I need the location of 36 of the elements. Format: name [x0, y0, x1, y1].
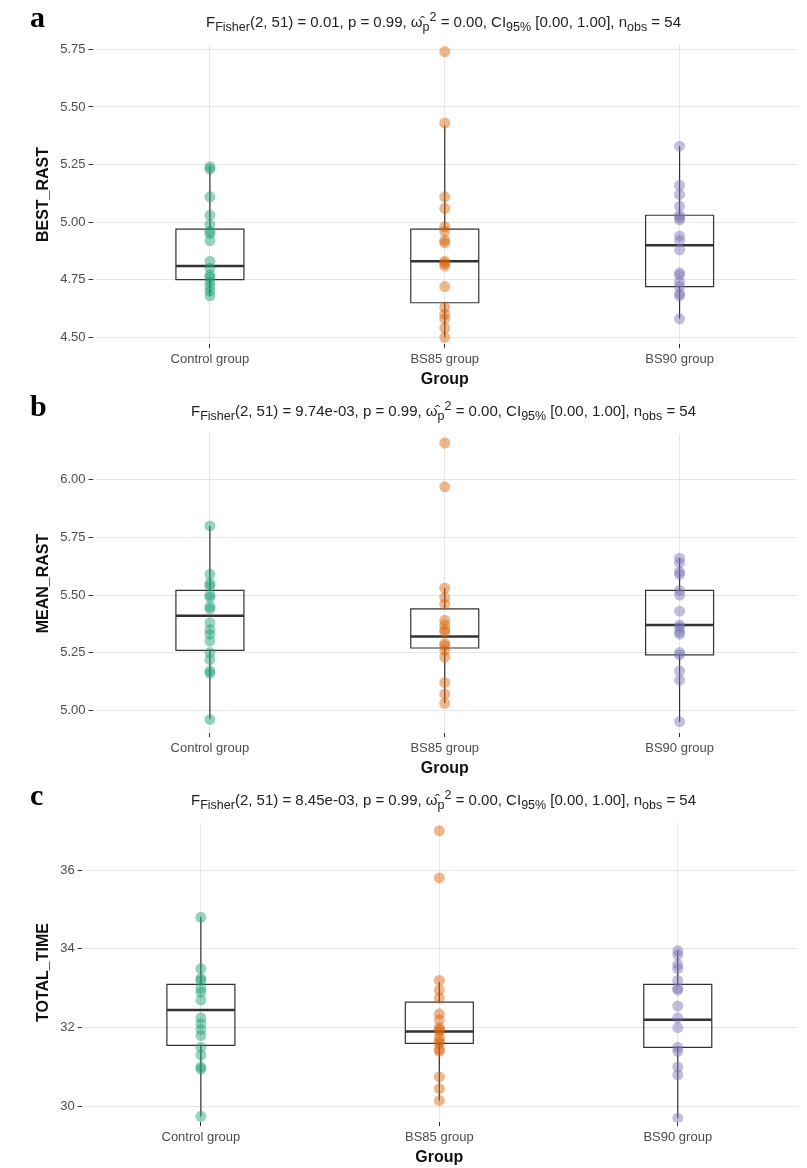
x-tick-label: BS85 group: [410, 739, 480, 755]
x-tick-label: BS85 group: [404, 1128, 474, 1144]
x-tick-label: Control group: [161, 1128, 241, 1144]
text: b: [30, 389, 47, 423]
y-tick-label: 4.75: [60, 271, 86, 287]
y-axis-title: MEAN_RAST: [34, 533, 52, 634]
x-tick-label: BS90 group: [643, 1128, 713, 1144]
y-tick-label: 6.00: [60, 471, 86, 487]
y-axis-title: TOTAL_TIME: [34, 922, 52, 1022]
x-tick-label: Control group: [170, 350, 250, 366]
x-axis-title: Group: [415, 1147, 464, 1165]
y-tick-label: 4.50: [60, 328, 86, 344]
x-axis-title: Group: [420, 369, 469, 387]
y-tick-label: 5.25: [60, 644, 86, 660]
y-tick-label: 5.25: [60, 156, 86, 172]
y-tick-label: 5.75: [60, 40, 86, 56]
y-tick-label: 5.75: [60, 529, 86, 545]
y-tick-label: 5.00: [60, 701, 86, 717]
chart-title: F$_{Fisher}$(2, 51) = 9.74e-03, p = 0.99, ω̂$_{p}$$^{2}$ = 0.00, CI$_{95%}$ [0.00, 1.00], n$_{obs}$ = 54: [191, 399, 696, 423]
y-tick-label: 5.50: [60, 586, 86, 602]
y-tick-label: 30: [60, 1098, 75, 1114]
x-tick-label: BS90 group: [645, 350, 714, 366]
y-tick-label: 34: [60, 940, 75, 956]
x-axis-title: Group: [420, 758, 469, 776]
y-tick-label: 5.00: [60, 213, 86, 229]
x-tick-label: BS90 group: [645, 739, 714, 755]
y-tick-label: 36: [60, 861, 75, 877]
y-tick-label: 5.50: [60, 98, 86, 114]
text: a: [30, 0, 45, 34]
y-tick-label: 32: [60, 1019, 75, 1035]
chart-title: F$_{Fisher}$(2, 51) = 8.45e-03, p = 0.99, ω̂$_{p}$$^{2}$ = 0.00, CI$_{95%}$ [0.00, 1.00], n$_{obs}$ = 54: [191, 788, 696, 812]
x-tick-label: BS85 group: [410, 350, 480, 366]
chart-title: F$_{Fisher}$(2, 51) = 0.01, p = 0.99, ω̂$_{p}$$^{2}$ = 0.00, CI$_{95%}$ [0.00, 1.00], n$_{obs}$ = 54: [206, 10, 681, 34]
y-axis-title: BEST_RAST: [34, 146, 52, 243]
x-tick-label: Control group: [170, 739, 250, 755]
text: c: [30, 778, 44, 812]
